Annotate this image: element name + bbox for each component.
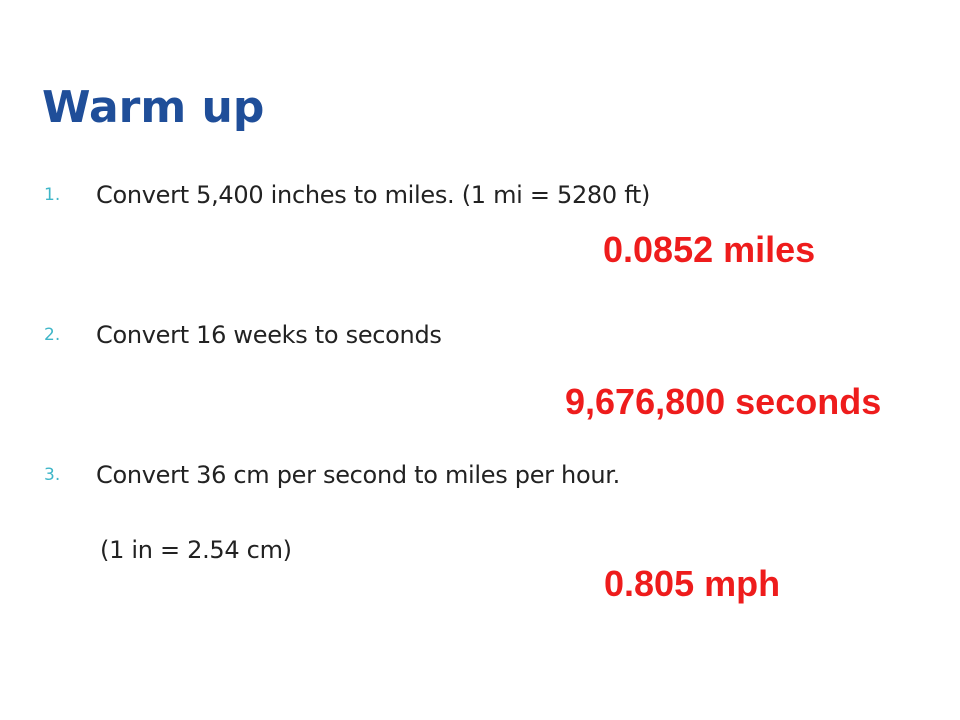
problem-item-2: 2. Convert 16 weeks to seconds	[44, 315, 442, 355]
problem-item-3: 3. Convert 36 cm per second to miles per…	[44, 455, 620, 495]
answer-1: 0.0852 miles	[603, 229, 816, 270]
answer-2: 9,676,800 seconds	[565, 381, 882, 422]
answer-3: 0.805 mph	[604, 563, 781, 604]
problem-text: Convert 36 cm per second to miles per ho…	[96, 461, 620, 489]
problem-number: 1.	[44, 185, 61, 205]
slide-title: Warm up	[42, 82, 265, 133]
problem-number: 2.	[44, 325, 61, 345]
conversion-note: (1 in = 2.54 cm)	[100, 536, 292, 564]
problem-number: 3.	[44, 465, 61, 485]
problem-text: Convert 16 weeks to seconds	[96, 321, 442, 349]
problem-item-1: 1. Convert 5,400 inches to miles. (1 mi …	[44, 175, 650, 215]
problem-text: Convert 5,400 inches to miles. (1 mi = 5…	[96, 181, 651, 209]
